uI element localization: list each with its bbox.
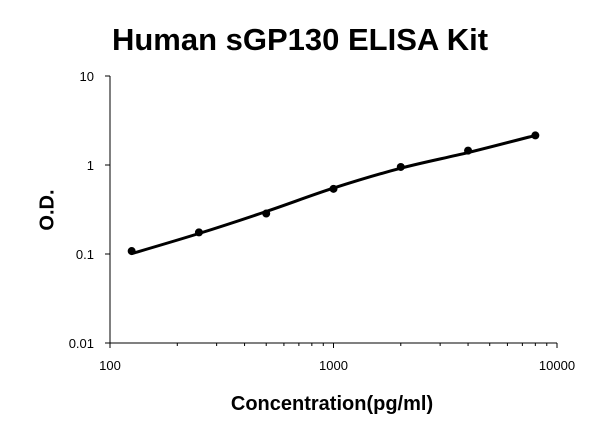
data-points — [127, 131, 540, 256]
data-point — [329, 184, 338, 193]
fit-curve-line — [130, 133, 537, 256]
y-tick-label: 1 — [87, 158, 94, 173]
axes — [109, 76, 557, 344]
x-tick-label: 1000 — [319, 358, 348, 373]
y-tick-label: 0.01 — [69, 336, 94, 351]
y-tick-label: 0.1 — [76, 247, 94, 262]
x-tick-label: 10000 — [539, 358, 575, 373]
data-point — [396, 162, 405, 171]
data-point — [464, 146, 473, 155]
x-tick-label: 100 — [99, 358, 121, 373]
data-point — [194, 228, 203, 237]
data-point — [127, 247, 136, 256]
ticks — [105, 75, 558, 348]
tick-labels: 100 1000 10000 0.01 0.1 1 10 — [69, 69, 575, 373]
y-tick-label: 10 — [80, 69, 94, 84]
chart-title: Human sGP130 ELISA Kit — [111, 22, 489, 57]
fit-curve — [130, 133, 537, 256]
data-point — [531, 131, 540, 140]
x-axis-label: Concentration(pg/ml) — [230, 393, 434, 415]
data-point — [262, 209, 271, 218]
